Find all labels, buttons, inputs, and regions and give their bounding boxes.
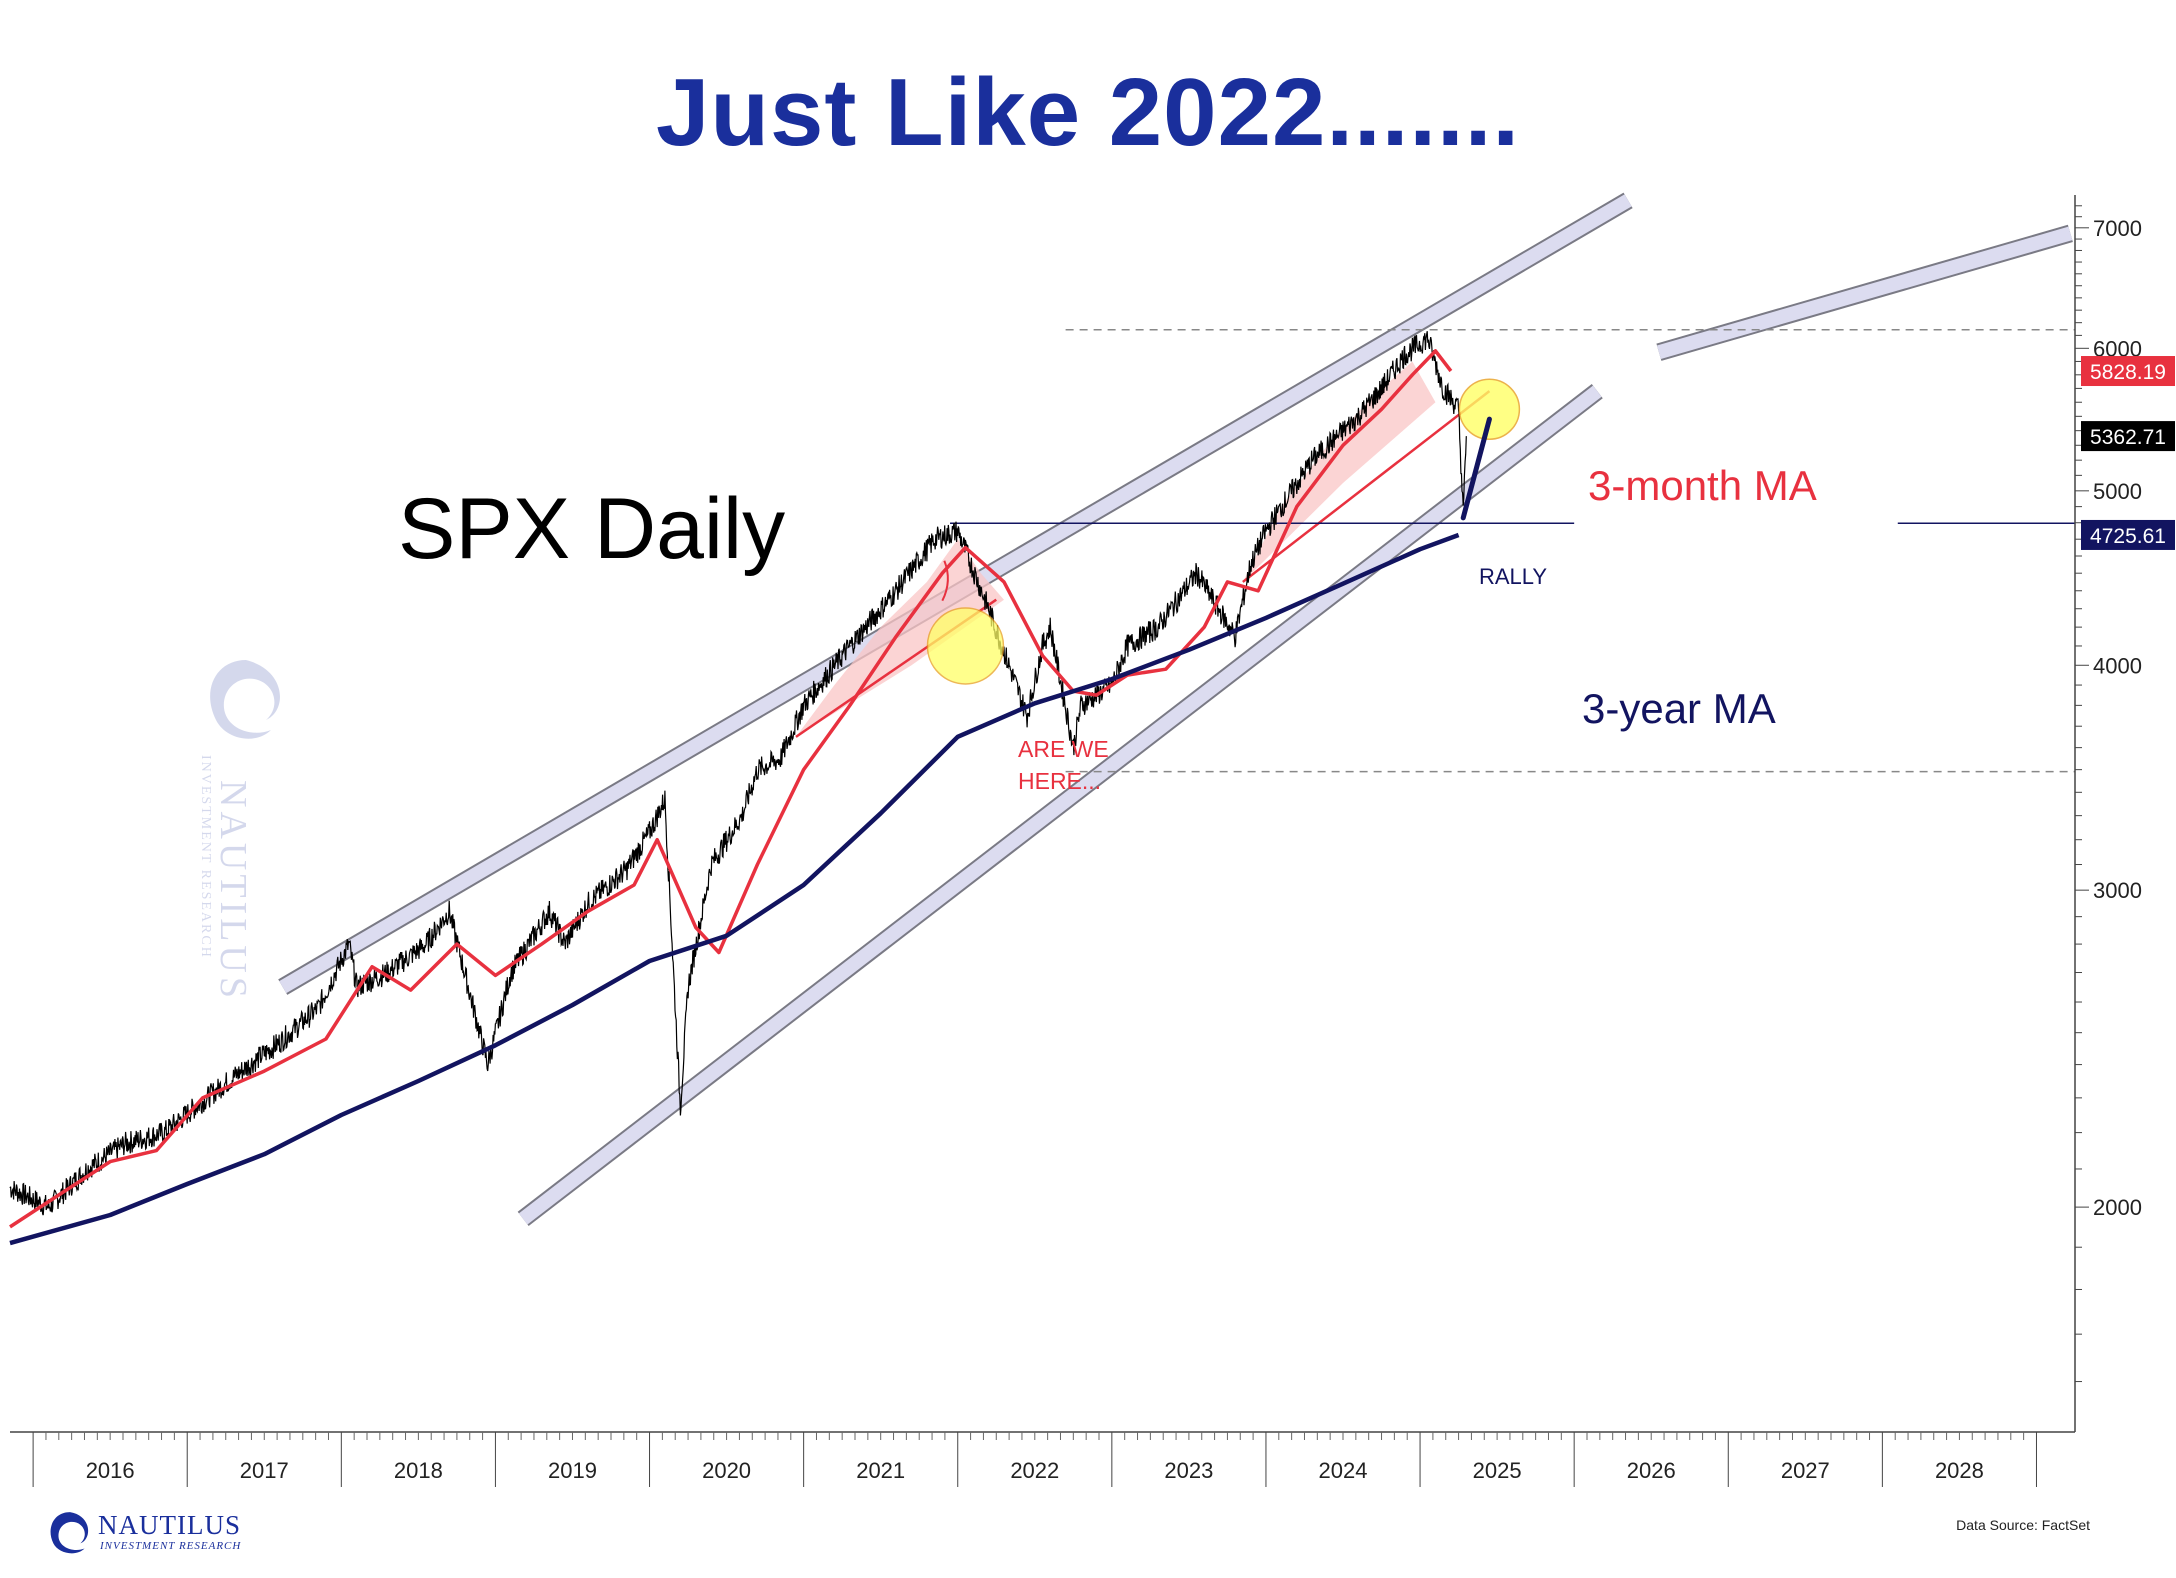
rally-annotation: RALLY — [1479, 564, 1548, 589]
x-tick-label: 2026 — [1627, 1458, 1676, 1483]
are-we-here-line2: HERE... — [1018, 768, 1102, 794]
reference-lines — [950, 329, 2075, 773]
channel-band — [518, 385, 1602, 1225]
x-tick-label: 2016 — [86, 1458, 135, 1483]
y-tick-label: 4000 — [2093, 653, 2142, 678]
x-tick-label: 2021 — [856, 1458, 905, 1483]
y-tick-label: 2000 — [2093, 1195, 2142, 1220]
nautilus-logo-icon — [44, 1508, 96, 1565]
highlights — [926, 378, 1521, 685]
chart-title: Just Like 2022....... — [655, 59, 1521, 166]
watermark-name: NAUTILUS — [212, 780, 254, 1002]
highlight-circle-2022 — [926, 607, 1005, 685]
x-tick-label: 2018 — [394, 1458, 443, 1483]
x-tick-label: 2027 — [1781, 1458, 1830, 1483]
watermark-logo — [196, 650, 296, 765]
are-we-here-pointer — [941, 560, 949, 602]
last-value-badge — [2081, 421, 2175, 452]
series-spx-daily — [9, 331, 1467, 1216]
series-3-year-ma — [9, 532, 1460, 1246]
y-tick-label: 5000 — [2093, 479, 2142, 504]
are-we-here-annotation: ARE WE HERE... — [1018, 733, 1109, 797]
y-tick-label: 3000 — [2093, 878, 2142, 903]
last-value-text: 5828.19 — [2090, 361, 2166, 384]
logo-name: NAUTILUS — [98, 1510, 241, 1540]
channel-band — [1656, 226, 2073, 359]
are-we-here-line1: ARE WE — [1018, 736, 1109, 762]
x-tick-label: 2023 — [1164, 1458, 1213, 1483]
last-value-text: 4725.61 — [2090, 525, 2166, 548]
data-source: Data Source: FactSet — [1956, 1517, 2090, 1533]
x-tick-label: 2025 — [1473, 1458, 1522, 1483]
highlight-circle-rally — [1458, 378, 1521, 441]
last-value-text: 5362.71 — [2090, 426, 2166, 449]
shaded-wedge — [795, 539, 1004, 737]
x-tick-label: 2020 — [702, 1458, 751, 1483]
x-tick-label: 2022 — [1010, 1458, 1059, 1483]
ma-3-year-label: 3-year MA — [1582, 685, 1776, 732]
watermark-subtitle: INVESTMENT RESEARCH — [198, 755, 213, 959]
x-tick-label: 2024 — [1319, 1458, 1368, 1483]
last-value-badge — [2081, 356, 2175, 387]
y-tick-label: 7000 — [2093, 216, 2142, 241]
trend-channels — [278, 192, 2073, 1227]
ma-3-month-label: 3-month MA — [1588, 462, 1817, 509]
logo-subtitle: INVESTMENT RESEARCH — [100, 1540, 242, 1552]
x-tick-label: 2019 — [548, 1458, 597, 1483]
x-tick-label: 2028 — [1935, 1458, 1984, 1483]
rally-arrow — [1460, 416, 1492, 521]
x-tick-label: 2017 — [240, 1458, 289, 1483]
series-3-month-ma — [9, 349, 1453, 1229]
spx-daily-label: SPX Daily — [398, 481, 786, 577]
last-value-badge — [2081, 519, 2175, 550]
shaded-regions — [795, 361, 1491, 738]
series-layer — [9, 331, 1467, 1246]
shaded-wedge — [1242, 361, 1436, 582]
trendline-2024 — [1242, 390, 1491, 583]
